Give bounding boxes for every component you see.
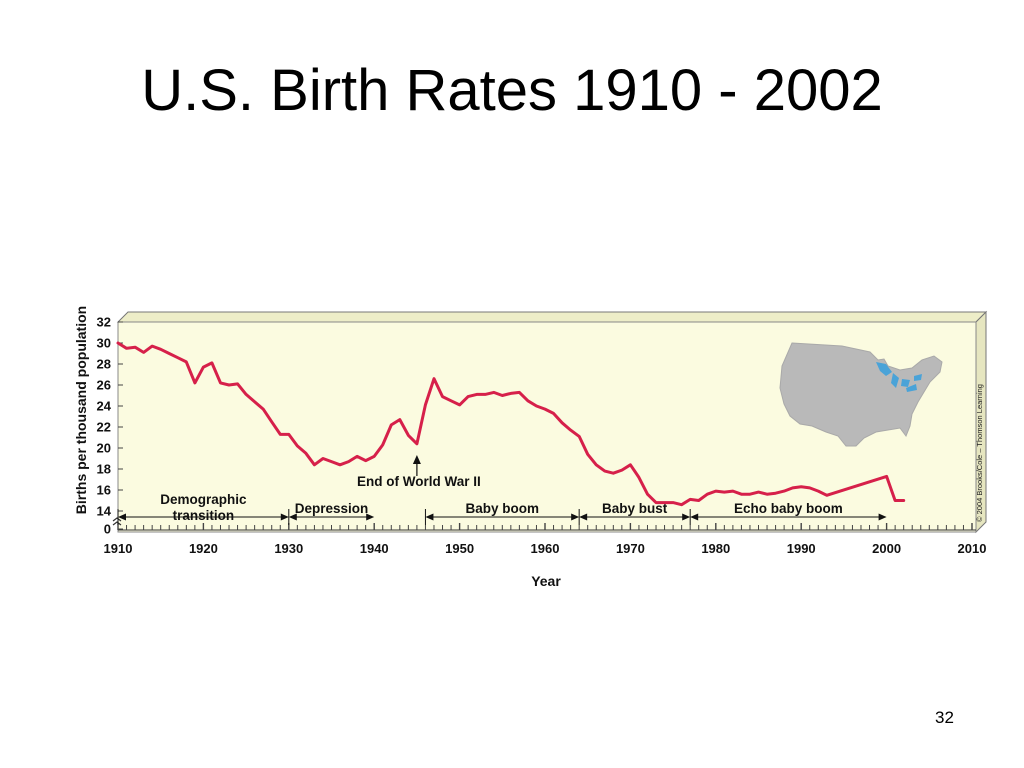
axes: 1910 1920 1930 1940 1950 1960 1970 1980 1990 2000… <box>73 306 986 589</box>
x-tick-label: 1940 <box>360 541 389 556</box>
y-tick-label: 16 <box>97 483 111 498</box>
arrow-head <box>571 513 580 521</box>
slide-title: U.S. Birth Rates 1910 - 2002 <box>141 58 883 123</box>
credit-text: © 2004 Brooks/Cole – Thomson Learning <box>975 384 984 522</box>
x-tick-label: 1910 <box>104 541 133 556</box>
annotation-echo-baby-boom: Echo baby boom <box>689 501 887 525</box>
annotation-baby-boom: Baby boom <box>424 501 580 525</box>
annotation-end-of-world-war-ii: End of World War II <box>357 455 481 489</box>
y-axis-break <box>112 517 122 526</box>
annotation-demographic-transition: Demographic transition <box>117 492 289 525</box>
y-tick-label: 18 <box>97 462 111 477</box>
arrow-head <box>579 513 588 521</box>
x-tick-label: 1970 <box>616 541 645 556</box>
arrow-head <box>280 513 289 521</box>
y-tick-label: 26 <box>97 378 111 393</box>
y-tick-label: 30 <box>97 336 111 351</box>
x-tick-label: 2010 <box>958 541 987 556</box>
y-tick-label: 24 <box>97 399 112 414</box>
birth-rate-line <box>116 341 906 507</box>
page-number: 32 <box>935 708 954 727</box>
x-tick-label: 1930 <box>274 541 303 556</box>
y-axis-title: Births per thousand population <box>73 306 89 514</box>
arrow-head <box>412 455 421 464</box>
panel-top-face <box>116 311 988 323</box>
arrow-head <box>878 513 887 521</box>
y-tick-label: 22 <box>97 420 111 435</box>
x-tick-label: 1980 <box>701 541 730 556</box>
arrow-head <box>288 513 297 521</box>
usa-map-icon <box>779 342 943 447</box>
x-tick-label: 1920 <box>189 541 218 556</box>
y-tick-label: 14 <box>97 504 112 519</box>
arrow-head <box>366 513 375 521</box>
x-tick-label: 1990 <box>787 541 816 556</box>
annotation-baby-bust: Baby bust <box>578 501 691 525</box>
annotation-label: End of World War II <box>357 474 481 489</box>
annotation-label: Depression <box>295 501 369 516</box>
y-tick-label: 32 <box>97 315 111 330</box>
annotation-depression: Depression <box>288 501 375 525</box>
y-tick-label: 28 <box>97 357 111 372</box>
arrow-head <box>682 513 691 521</box>
period-annotations: Demographic transition Depression Baby boom… <box>117 455 887 525</box>
annotation-label: Demographic transition <box>160 492 247 523</box>
arrow-head <box>425 513 434 521</box>
x-tick-label: 1950 <box>445 541 474 556</box>
x-tick-label: 1960 <box>531 541 560 556</box>
x-axis-title: Year <box>531 573 561 589</box>
arrow-head <box>690 513 699 521</box>
annotation-label: Baby bust <box>602 501 668 516</box>
annotation-label: Baby boom <box>466 501 540 516</box>
x-tick-label: 2000 <box>872 541 901 556</box>
annotation-label: Echo baby boom <box>734 501 843 516</box>
arrow-head <box>118 513 126 521</box>
y-tick-label: 0 <box>104 522 111 537</box>
y-tick-label: 20 <box>97 441 111 456</box>
